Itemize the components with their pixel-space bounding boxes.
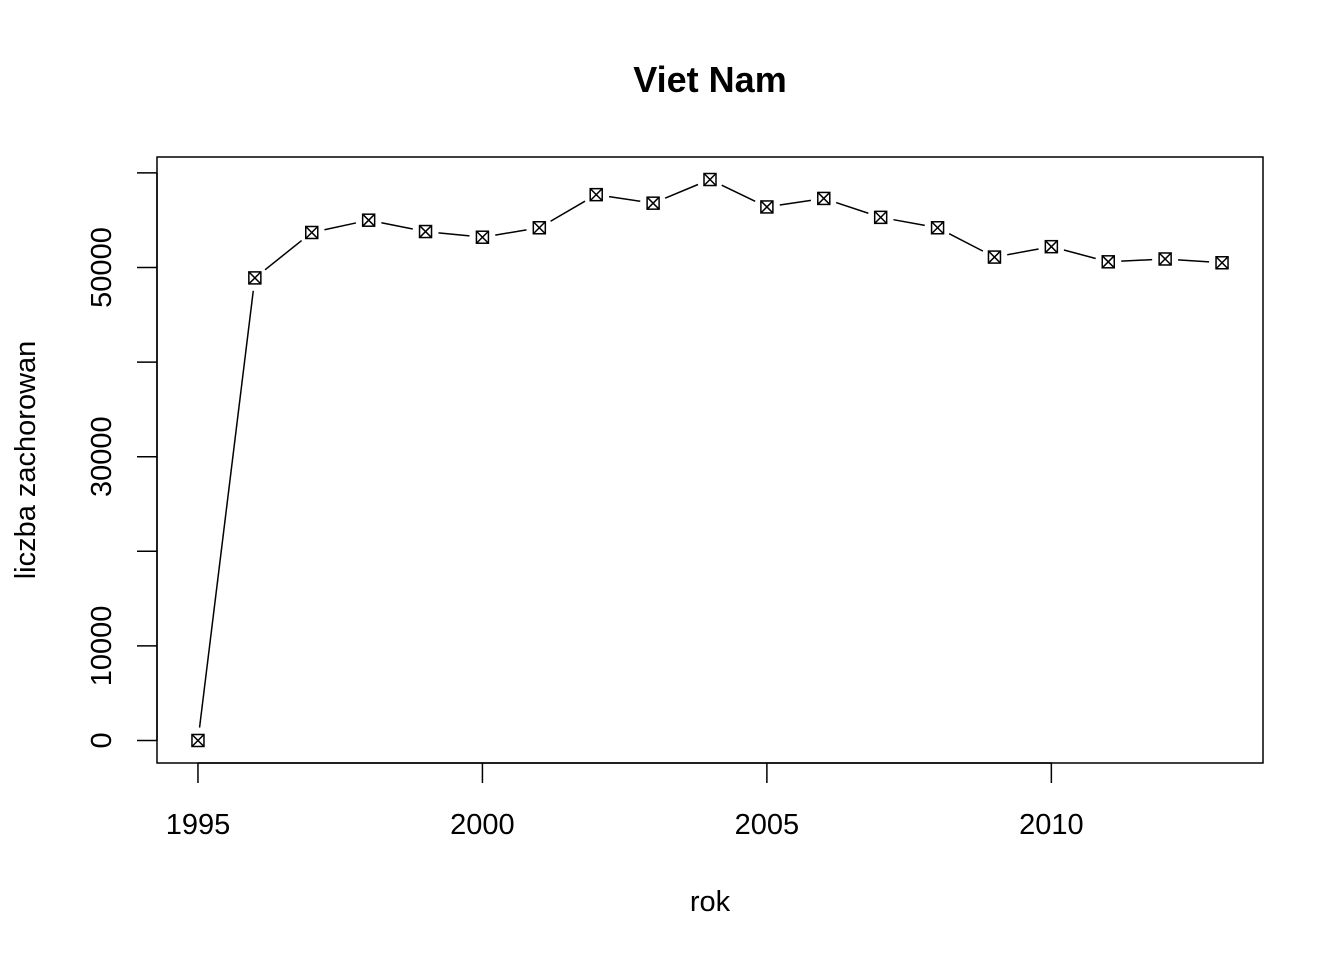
data-point [191,733,205,748]
data-points [191,172,1229,748]
x-axis-title: rok [690,886,731,918]
y-tick-label: 0 [86,732,118,748]
series-segment [264,240,303,271]
data-point [1044,239,1059,254]
x-tick-label: 2005 [735,809,800,841]
series-segment [835,201,869,214]
series-segment [1063,249,1096,260]
chart-title: Viet Nam [633,59,786,100]
data-point [987,250,1002,264]
data-point [930,221,945,235]
series-segment [198,290,255,728]
y-axis-title: liczba zachorowan [10,341,42,580]
x-tick-label: 1995 [166,809,231,841]
data-point [873,210,888,225]
series-segment [608,195,641,202]
y-tick-label: 30000 [86,416,118,497]
data-point [361,213,376,227]
series-segment [664,183,699,199]
series-segment [1121,258,1153,262]
data-point [304,225,319,240]
y-tick-label: 10000 [86,606,118,687]
data-point [1215,256,1229,270]
y-tick-label: 50000 [86,227,118,308]
x-axis: 1995 2000 2005 2010 [166,762,1084,841]
x-tick-label: 2010 [1019,809,1084,841]
x-tick-label: 2000 [450,809,515,841]
data-point [817,191,831,206]
series-segment [550,200,586,222]
series-segment [948,233,984,252]
series-segment [1178,259,1210,263]
data-point [760,200,774,214]
data-point [646,196,660,210]
series-segment [495,229,527,236]
data-point [703,172,717,187]
series-segment [893,218,925,227]
data-point [532,221,547,235]
data-series [198,183,1210,728]
series-segment [438,232,470,237]
y-axis: 0 10000 30000 50000 [86,172,158,749]
data-point [248,271,262,285]
series-segment [381,222,413,230]
data-point [418,224,433,239]
data-point [1158,252,1172,266]
series-segment [1007,248,1039,256]
series-segment [779,199,812,206]
data-point [475,230,490,244]
data-point [589,187,603,202]
data-point [1101,255,1116,269]
series-segment [324,222,357,231]
plot-frame [156,156,1264,764]
series-segment [721,184,756,202]
